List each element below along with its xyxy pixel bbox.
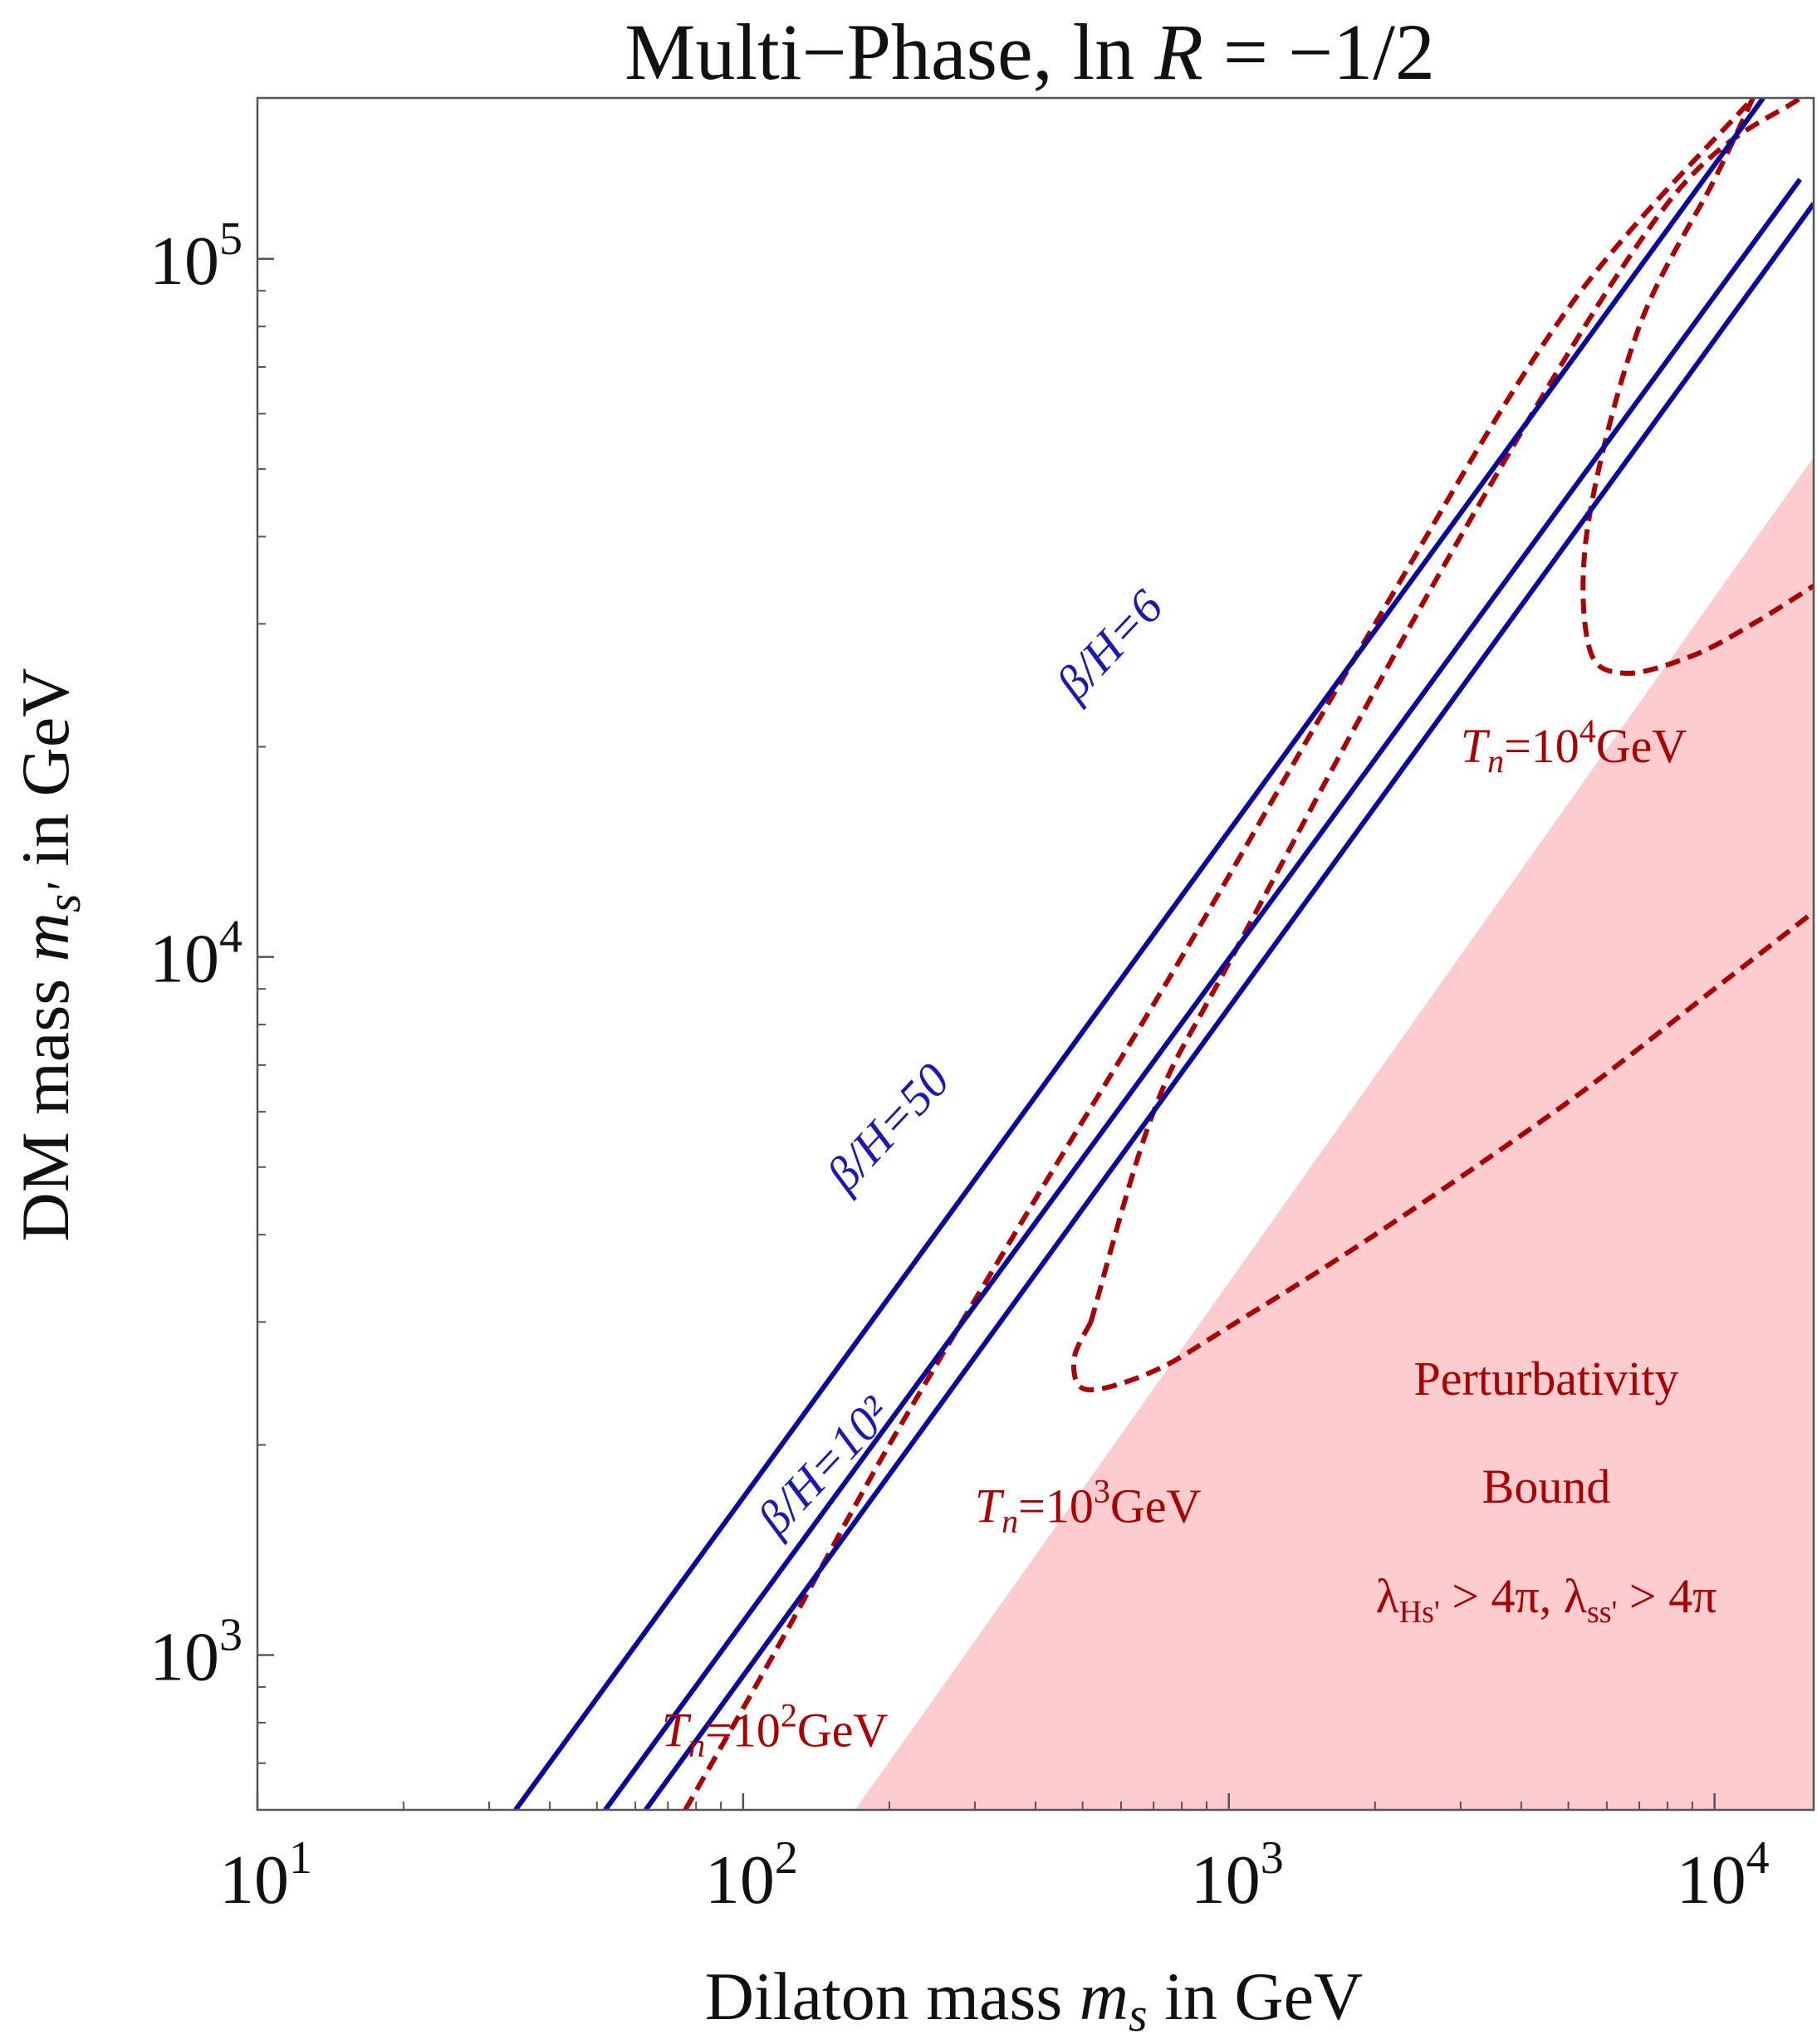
x-tick-label-1: 102	[705, 1832, 798, 1919]
tn-label-tn2: Tn=102GeV	[662, 1696, 889, 1763]
beta-contour-0	[513, 98, 1766, 1810]
beta-label-1: β/H=50	[815, 1053, 960, 1201]
beta-contour-2	[644, 202, 1814, 1810]
ticks-layer: 101 102 103 104 103 104 105	[149, 213, 1770, 1919]
y-tick-label-1: 104	[149, 912, 242, 998]
x-tick-label-2: 103	[1191, 1832, 1284, 1919]
contours-layer	[513, 98, 1814, 1810]
beta-contour-1	[603, 178, 1803, 1810]
y-axis-label: DM mass ms' in GeV	[7, 668, 91, 1242]
tn-contour-3	[1580, 98, 1814, 677]
chart-title: Multi−Phase, ln R = −1/2	[624, 7, 1435, 96]
region-layer	[855, 457, 1814, 1810]
region-subtitle: Bound	[1482, 1460, 1611, 1513]
x-tick-label-3: 104	[1677, 1832, 1770, 1919]
x-tick-label-0: 101	[219, 1832, 312, 1919]
y-tick-label-0: 103	[149, 1609, 242, 1695]
beta-label-0: β/H=6	[1045, 579, 1173, 711]
x-axis-label: Dilaton mass ms in GeV	[705, 1958, 1363, 2042]
region-title: Perturbativity	[1414, 1352, 1679, 1406]
tn-contour-2	[1071, 910, 1814, 1393]
perturbativity-region	[855, 457, 1814, 1810]
region-condition: λHs' > 4π, λss' > 4π	[1376, 1569, 1717, 1630]
y-tick-label-2: 105	[149, 213, 242, 300]
tn-label-tn4: Tn=104GeV	[1461, 712, 1687, 780]
tn-label-tn3: Tn=103GeV	[975, 1472, 1202, 1539]
